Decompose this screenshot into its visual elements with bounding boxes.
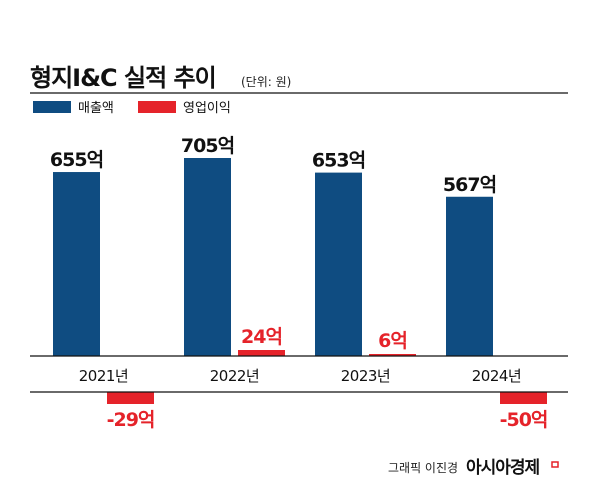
legend-label-revenue: 매출액 <box>78 101 114 116</box>
value-label-operating-profit-2022: 24억 <box>241 326 282 348</box>
bars-group: 655억 -29억 705억 24억 653억 6억 567억 -50억 <box>50 135 548 431</box>
bar-revenue-2024 <box>446 196 493 356</box>
legend-swatch-operating-profit <box>138 101 176 113</box>
category-label-2022: 2022년 <box>210 367 259 385</box>
bar-revenue-2023 <box>315 172 362 356</box>
legend-label-operating-profit: 영업이익 <box>183 101 231 116</box>
value-label-revenue-2021: 655억 <box>50 149 103 171</box>
unit-label: (단위: 원) <box>241 75 291 89</box>
value-label-operating-profit-2021: -29억 <box>107 409 155 431</box>
value-label-revenue-2024: 567억 <box>443 174 496 196</box>
value-label-operating-profit-2024: -50억 <box>500 409 548 431</box>
category-label-2024: 2024년 <box>472 367 521 385</box>
legend-swatch-revenue <box>33 101 71 113</box>
category-labels: 2021년 2022년 2023년 2024년 <box>79 367 522 385</box>
value-label-operating-profit-2023: 6억 <box>378 330 407 352</box>
chart-title: 형지I&C 실적 추이 <box>30 64 216 92</box>
bar-revenue-2021 <box>53 172 100 356</box>
brand-logo-text: 아시아경제 <box>466 458 540 478</box>
category-label-2021: 2021년 <box>79 367 128 385</box>
legend: 매출액 영업이익 <box>33 101 231 116</box>
value-label-revenue-2022: 705억 <box>181 135 234 157</box>
bar-operating-profit-2022 <box>238 350 285 356</box>
value-label-revenue-2023: 653억 <box>312 150 365 172</box>
bar-operating-profit-2021 <box>107 392 154 404</box>
bar-operating-profit-2024 <box>500 392 547 404</box>
bar-revenue-2022 <box>184 158 231 356</box>
bar-operating-profit-2023 <box>369 354 416 356</box>
brand-mark-icon <box>551 461 559 468</box>
graphic-credit: 그래픽 이진경 <box>388 461 458 475</box>
category-label-2023: 2023년 <box>341 367 390 385</box>
